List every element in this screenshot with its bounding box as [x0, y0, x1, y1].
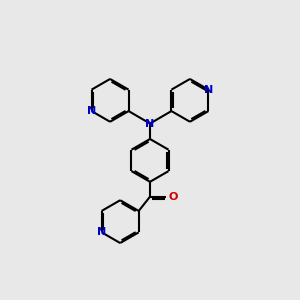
Text: N: N — [87, 106, 96, 116]
Text: N: N — [146, 118, 154, 128]
Text: O: O — [168, 192, 178, 202]
Text: N: N — [97, 227, 106, 237]
Text: N: N — [204, 85, 213, 95]
